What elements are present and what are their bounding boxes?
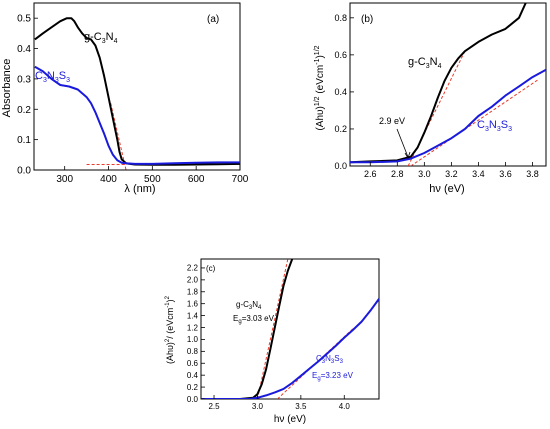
y-tick-label: 1.8: [187, 288, 199, 297]
y-tick-label: 0.2: [17, 105, 31, 116]
series-group: [350, 3, 546, 164]
legend-g-c3n4: g-C3N4: [408, 56, 442, 70]
x-tick-label: 3.0: [418, 169, 431, 179]
x-axis: 2.6 2.8 3.0 3.2 3.4 3.6 3.8: [364, 162, 539, 179]
y-tick-label: 2.2: [187, 264, 199, 273]
y-tick-label: 0.0: [334, 161, 347, 171]
panel-label: (b): [361, 14, 373, 25]
x-tick-label: 4.0: [339, 402, 351, 411]
y-tick-label: 1.4: [187, 311, 199, 320]
series-line-g-c3n4: [201, 259, 294, 399]
panel-label: (a): [207, 14, 219, 25]
y-tick-label: 0.0: [17, 166, 31, 177]
panel-b: 2.6 2.8 3.0 3.2 3.4 3.6 3.8 0.0 0.2 0.4 0.6 0.8 (b…: [314, 2, 547, 195]
plot-frame: [349, 2, 547, 167]
series-line-c3n3s3: [350, 68, 546, 164]
y-tick-label: 0.0: [187, 395, 199, 404]
bandgap-label-c3n3s3: Eg=3.23 eV: [312, 371, 354, 382]
x-tick-label: 3.4: [472, 169, 485, 179]
legend-c3n3s3: C3N3S3: [316, 354, 344, 365]
legend-c3n3s3: C3N3S3: [35, 70, 70, 84]
x-axis: 300 400 500 600 700: [56, 166, 249, 185]
y-tick-label: 0.6: [187, 359, 199, 368]
plot-frame: [200, 258, 380, 400]
y-tick-label: 0.2: [334, 124, 347, 134]
x-tick-label: 600: [188, 174, 205, 185]
x-tick-label: 3.5: [295, 402, 307, 411]
y-tick-label: 2.0: [187, 276, 199, 285]
y-tick-label: 1.2: [187, 323, 199, 332]
y-axis-label: (Ahυ)1/2 (eVcm-1)1/2: [314, 45, 326, 130]
plot-frame: [33, 2, 241, 171]
x-axis: 2.5 3.0 3.5 4.0: [208, 395, 350, 411]
panel-c: 2.5 3.0 3.5 4.0 0.0 0.2 0.4 0.6 0.8 1.0 1.2 1.4 1.6…: [165, 258, 380, 425]
arrow-head-icon: [404, 151, 411, 159]
legend-c3n3s3: C3N3S3: [477, 119, 512, 133]
series-line-g-c3n4: [350, 3, 527, 164]
x-tick-label: 2.6: [364, 169, 377, 179]
y-tick-label: 0.1: [17, 135, 31, 146]
y-axis-label: Absorbance: [1, 59, 13, 118]
y-tick-label: 0.4: [17, 44, 31, 55]
panel-a: 300 400 500 600 700 0.0 0.1 0.2 0.3 0.4 0.5 (a) λ…: [1, 2, 249, 195]
series-line-g-c3n4: [34, 17, 240, 166]
y-tick-label: 0.5: [17, 14, 31, 25]
bandgap-annotation: 2.9 eV: [379, 116, 405, 126]
panel-label: (c): [206, 264, 216, 273]
y-tick-label: 0.3: [17, 74, 31, 85]
series-line-c3n3s3: [201, 298, 379, 399]
x-tick-label: 500: [144, 174, 161, 185]
x-tick-label: 3.2: [445, 169, 458, 179]
y-tick-label: 0.4: [187, 371, 199, 380]
x-axis-label: hν (eV): [429, 183, 464, 195]
legend-g-c3n4: g-C3N4: [84, 31, 118, 45]
x-tick-label: 2.8: [391, 169, 404, 179]
fit-line: [256, 259, 289, 399]
y-axis: 0.0 0.2 0.4 0.6 0.8 1.0 1.2 1.4 1.6 1.8 2.0 2.2: [187, 264, 205, 404]
series-group: [34, 17, 240, 166]
series-group: [201, 259, 379, 399]
x-axis-label: λ (nm): [124, 183, 155, 195]
y-axis: 0.0 0.2 0.4 0.6 0.8: [334, 13, 354, 171]
legend-g-c3n4: g-C3N4: [236, 300, 262, 311]
series-line-c3n3s3: [34, 65, 240, 165]
y-tick-label: 0.8: [187, 347, 199, 356]
y-tick-label: 0.4: [334, 87, 347, 97]
y-tick-label: 0.2: [187, 383, 199, 392]
x-tick-label: 3.0: [252, 402, 264, 411]
x-axis-label: hν (eV): [274, 414, 306, 425]
y-tick-label: 0.8: [334, 13, 347, 23]
x-tick-label: 700: [232, 174, 249, 185]
y-tick-label: 0.6: [334, 50, 347, 60]
y-axis-label: (Ahυ)2/ (eVcm-1)2: [165, 295, 175, 364]
x-tick-label: 2.5: [208, 402, 220, 411]
fit-line: [410, 78, 540, 166]
x-tick-label: 300: [56, 174, 73, 185]
x-tick-label: 400: [100, 174, 117, 185]
y-tick-label: 1.0: [187, 335, 199, 344]
x-tick-label: 3.8: [526, 169, 539, 179]
annotation-arrow: [396, 128, 409, 158]
x-tick-label: 3.6: [499, 169, 512, 179]
y-tick-label: 1.6: [187, 299, 199, 308]
bandgap-label-g-c3n4: Eg=3.03 eV: [233, 314, 275, 325]
fit-lines: [86, 103, 127, 170]
fit-line: [110, 103, 127, 170]
y-axis: 0.0 0.1 0.2 0.3 0.4 0.5: [17, 14, 38, 177]
